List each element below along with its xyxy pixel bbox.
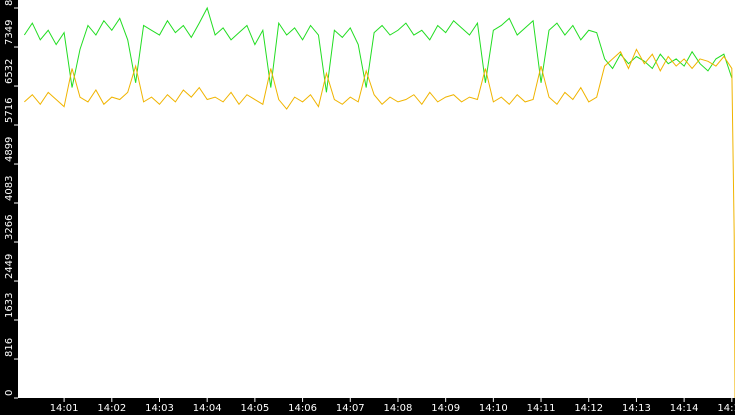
y-tick-label: 5716	[4, 98, 15, 123]
y-axis-band	[0, 0, 18, 415]
x-tick-label: 14:14	[670, 403, 699, 414]
y-tick-label: 7349	[4, 20, 15, 45]
y-tick-label: 1633	[4, 293, 15, 318]
x-tick-label: 14:03	[145, 403, 174, 414]
x-tick-label: 14:11	[527, 403, 556, 414]
x-tick-label: 14:07	[336, 403, 365, 414]
x-tick-label: 14:01	[50, 403, 79, 414]
y-tick-label: 816	[4, 338, 15, 357]
x-tick-label: 14:12	[574, 403, 603, 414]
y-tick-label: 6532	[4, 59, 15, 84]
y-tick-label: 4899	[4, 137, 15, 162]
x-tick-label: 14:06	[288, 403, 317, 414]
y-tick-label: 4083	[4, 176, 15, 201]
series-line	[23, 6, 733, 93]
x-tick-label: 14:09	[431, 403, 460, 414]
y-tick-label: 3266	[4, 215, 15, 240]
x-tick-label: 14:04	[193, 403, 222, 414]
x-tick-label: 14:05	[240, 403, 269, 414]
y-tick-label: 8166	[4, 0, 15, 6]
y-tick-label: 0	[4, 390, 15, 396]
x-tick-label: 14:15	[717, 403, 735, 414]
series-line	[24, 48, 735, 399]
x-tick-label: 14:10	[479, 403, 508, 414]
x-axis-band	[0, 398, 735, 415]
y-tick-label: 2449	[4, 254, 15, 279]
x-tick-label: 14:02	[97, 403, 126, 414]
x-tick-label: 14:13	[622, 403, 651, 414]
x-tick-label: 14:08	[384, 403, 413, 414]
